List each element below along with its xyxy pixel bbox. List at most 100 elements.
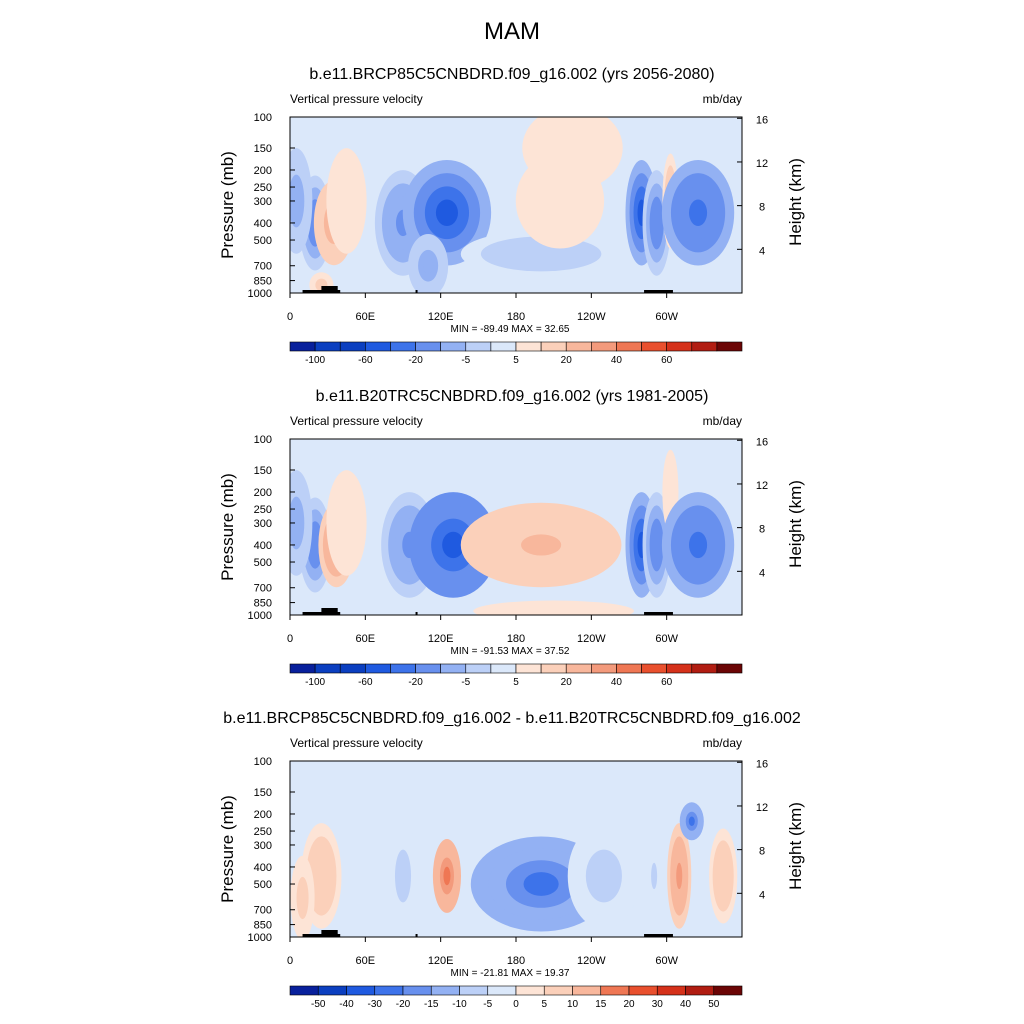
- colorbar-swatch: [591, 663, 617, 674]
- y-tick-label: 250: [254, 504, 272, 516]
- colorbar-label: -20: [396, 999, 411, 1010]
- colorbar-label: 60: [661, 355, 673, 366]
- contour-blob-1-3: [292, 509, 301, 537]
- chart-panel-3: b.e11.BRCP85C5CNBDRD.f09_g16.002 - b.e11…: [218, 710, 805, 1010]
- contour-blob-5-3: [442, 531, 465, 559]
- y-tick-label: 150: [254, 465, 272, 477]
- y-tick-label: 100: [254, 434, 272, 446]
- contour-blob-3-3: [341, 509, 352, 537]
- colorbar-swatch: [339, 663, 366, 674]
- y-tick-label: 500: [254, 235, 272, 247]
- colorbar-swatch: [465, 663, 492, 674]
- contour-blob-7-3: [688, 816, 695, 827]
- y-tick-label: 850: [254, 920, 272, 932]
- colorbar-label: 50: [708, 999, 720, 1010]
- colorbar-label: 0: [513, 999, 519, 1010]
- y-tick-label: 850: [254, 276, 272, 288]
- contour-field: [290, 449, 735, 615]
- page-title: MAM: [484, 18, 540, 45]
- colorbar-label: -100: [305, 677, 325, 688]
- x-tick-label: 0: [287, 955, 293, 967]
- colorbar-label: -20: [408, 355, 423, 366]
- min-max-stats: MIN = -21.81 MAX = 19.37: [451, 968, 570, 979]
- y-tick-label: 300: [254, 518, 272, 530]
- colorbar-swatch: [656, 985, 686, 996]
- colorbar-swatch: [540, 341, 567, 352]
- colorbar-swatch: [591, 341, 617, 352]
- contour-blob-3-3: [443, 866, 451, 886]
- y-tick-label: 100: [254, 112, 272, 124]
- y-tick-label: 300: [254, 196, 272, 208]
- x-tick-label: 120E: [428, 633, 454, 645]
- colorbar-swatch: [515, 985, 545, 996]
- x-tick-label: 60E: [356, 311, 376, 323]
- panel-title: b.e11.BRCP85C5CNBDRD.f09_g16.002 - b.e11…: [223, 710, 801, 727]
- contour-blob-6-3: [435, 199, 458, 226]
- contour-blob-0-3: [316, 862, 327, 890]
- contour-blob-9-3: [548, 189, 571, 213]
- y-tick-label: 400: [254, 862, 272, 874]
- y-right-tick-label: 12: [756, 158, 768, 170]
- colorbar-swatch: [459, 985, 489, 996]
- colorbar-label: -30: [368, 999, 383, 1010]
- colorbar-swatch: [641, 341, 667, 352]
- contour-field: [290, 802, 738, 937]
- colorbar-swatch: [515, 663, 542, 674]
- colorbar-swatch: [600, 985, 630, 996]
- y-tick-label: 700: [254, 261, 272, 273]
- colorbar-swatch: [666, 663, 693, 674]
- x-tick-label: 120W: [577, 955, 606, 967]
- y-tick-label: 850: [254, 598, 272, 610]
- colorbar-swatch: [430, 985, 460, 996]
- y-tick-label: 250: [254, 182, 272, 194]
- units-label: mb/day: [703, 414, 742, 428]
- colorbar-swatch: [465, 341, 492, 352]
- y-tick-label: 700: [254, 583, 272, 595]
- topography: [302, 930, 673, 937]
- contour-blob-10-3: [668, 481, 673, 503]
- colorbar-swatch: [314, 341, 341, 352]
- x-tick-label: 120E: [428, 955, 454, 967]
- colorbar-swatch: [365, 663, 391, 674]
- colorbar-swatch: [339, 341, 366, 352]
- x-tick-label: 180: [507, 955, 525, 967]
- colorbar-swatch: [415, 663, 441, 674]
- colorbar-label: -50: [311, 999, 326, 1010]
- colorbar-swatch: [685, 985, 715, 996]
- colorbar-swatch: [415, 341, 441, 352]
- min-max-stats: MIN = -89.49 MAX = 32.65: [451, 324, 570, 335]
- panel-title: b.e11.B20TRC5CNBDRD.f09_g16.002 (yrs 198…: [316, 388, 709, 405]
- colorbar-swatch: [565, 663, 592, 674]
- colorbar-swatch: [515, 341, 542, 352]
- colorbar-swatch: [716, 341, 743, 352]
- x-tick-label: 180: [507, 311, 525, 323]
- topography: [302, 286, 673, 293]
- y-right-axis-label: Height (km): [786, 158, 805, 246]
- colorbar-swatch: [565, 341, 592, 352]
- contour-blob-14-3: [689, 199, 708, 226]
- colorbar-swatch: [616, 663, 642, 674]
- colorbar: -100 -60 -20 -5 5 20 40 60: [289, 341, 743, 366]
- y-tick-label: 1000: [248, 932, 272, 944]
- colorbar-label: 15: [595, 999, 607, 1010]
- y-right-tick-label: 8: [759, 846, 765, 858]
- contour-blob-6-3: [676, 862, 683, 890]
- y-tick-label: 150: [254, 143, 272, 155]
- topography: [302, 608, 673, 615]
- colorbar-swatch: [691, 341, 718, 352]
- colorbar-label: 5: [513, 355, 519, 366]
- contour-blob-7-3: [423, 257, 434, 274]
- y-tick-label: 500: [254, 557, 272, 569]
- x-tick-label: 120W: [577, 311, 606, 323]
- x-tick-label: 120W: [577, 633, 606, 645]
- colorbar-label: 5: [541, 999, 547, 1010]
- colorbar-swatch: [616, 341, 642, 352]
- colorbar-label: 20: [561, 677, 573, 688]
- colorbar-swatch: [716, 663, 743, 674]
- y-right-tick-label: 16: [756, 436, 768, 448]
- colorbar-swatch: [289, 985, 319, 996]
- contour-blob-4-3: [523, 872, 559, 896]
- units-label: mb/day: [703, 736, 742, 750]
- colorbar-label: 5: [513, 677, 519, 688]
- colorbar-label: -5: [483, 999, 492, 1010]
